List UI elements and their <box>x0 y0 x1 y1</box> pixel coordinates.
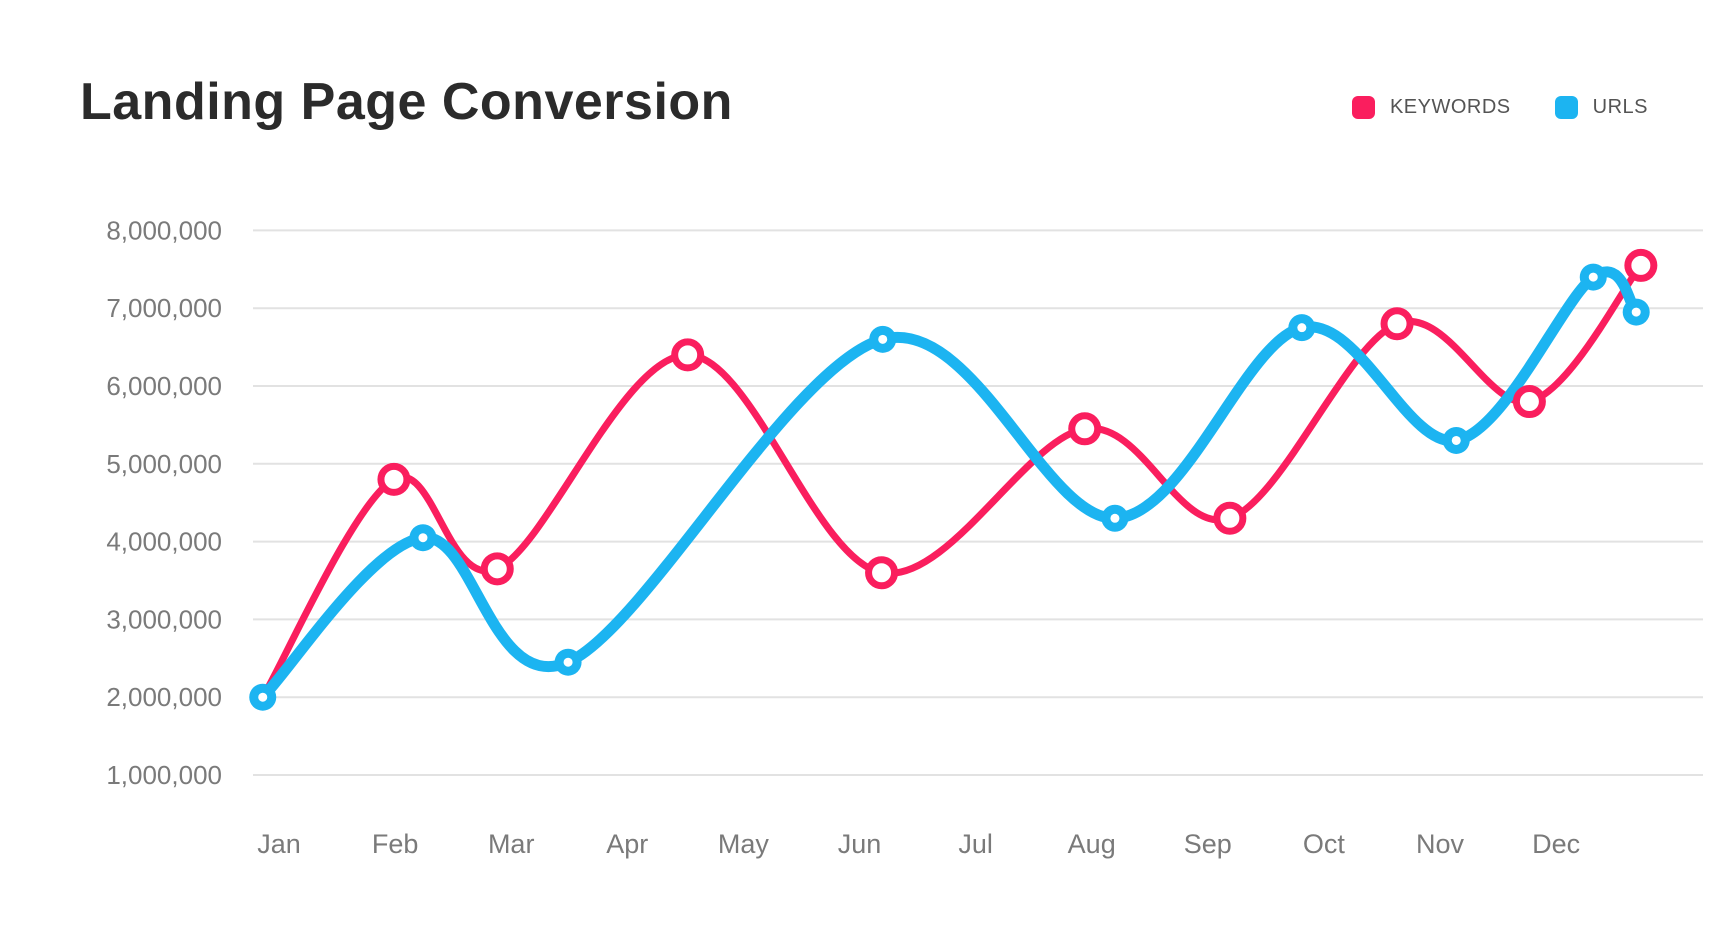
data-point-hole-urls <box>1297 323 1307 333</box>
urls-swatch-icon <box>1554 96 1578 119</box>
legend-label-keywords: KEYWORDS <box>1389 96 1511 118</box>
data-point-keywords[interactable] <box>671 338 705 372</box>
data-point-keywords[interactable] <box>1512 385 1546 419</box>
x-axis-month-label: Apr <box>606 829 648 859</box>
x-axis-month-label: Nov <box>1416 829 1465 859</box>
x-axis-month-label: Jan <box>257 829 301 859</box>
y-axis-tick-label: 2,000,000 <box>106 682 222 712</box>
y-axis-tick-label: 7,000,000 <box>106 293 222 323</box>
data-point-hole-urls <box>1451 435 1461 445</box>
y-axis-tick-label: 8,000,000 <box>106 215 222 245</box>
legend-label-urls: URLS <box>1592 96 1648 118</box>
legend-item-urls[interactable]: URLS <box>1554 96 1648 119</box>
data-point-keywords[interactable] <box>865 556 899 590</box>
data-point-keywords[interactable] <box>1068 412 1102 446</box>
data-point-keywords[interactable] <box>480 552 514 586</box>
data-point-hole-urls <box>1588 272 1598 282</box>
data-point-hole-urls <box>258 692 268 702</box>
data-point-hole-urls <box>563 657 573 667</box>
x-axis-month-label: Feb <box>372 829 419 859</box>
keywords-swatch-icon <box>1351 96 1375 119</box>
x-axis-month-label: Aug <box>1068 829 1116 859</box>
data-point-hole-urls <box>878 334 888 344</box>
y-axis-tick-label: 1,000,000 <box>106 760 222 790</box>
data-point-keywords[interactable] <box>1624 248 1658 282</box>
chart-title: Landing Page Conversion <box>80 73 733 131</box>
data-point-hole-urls <box>1110 513 1120 523</box>
x-axis-month-label: Jun <box>838 829 882 859</box>
series-line-keywords <box>259 261 1645 701</box>
y-axis-tick-label: 6,000,000 <box>106 371 222 401</box>
x-axis-month-label: Oct <box>1303 829 1346 859</box>
x-axis-month-label: May <box>718 829 770 859</box>
data-point-keywords[interactable] <box>1380 307 1414 341</box>
x-axis-month-label: Sep <box>1184 829 1232 859</box>
x-axis-month-label: Jul <box>958 829 993 859</box>
y-axis-tick-label: 5,000,000 <box>106 449 222 479</box>
legend: KEYWORDS URLS <box>1351 96 1648 119</box>
data-point-hole-urls <box>1631 307 1641 317</box>
data-point-keywords[interactable] <box>377 462 411 496</box>
data-point-keywords[interactable] <box>1213 501 1247 535</box>
data-point-hole-urls <box>418 533 428 543</box>
x-axis-month-label: Dec <box>1532 829 1580 859</box>
y-axis-tick-label: 4,000,000 <box>106 527 222 557</box>
series-line-urls <box>257 266 1642 703</box>
y-axis-tick-label: 3,000,000 <box>106 604 222 634</box>
legend-item-keywords[interactable]: KEYWORDS <box>1351 96 1511 119</box>
x-axis-month-label: Mar <box>488 829 535 859</box>
